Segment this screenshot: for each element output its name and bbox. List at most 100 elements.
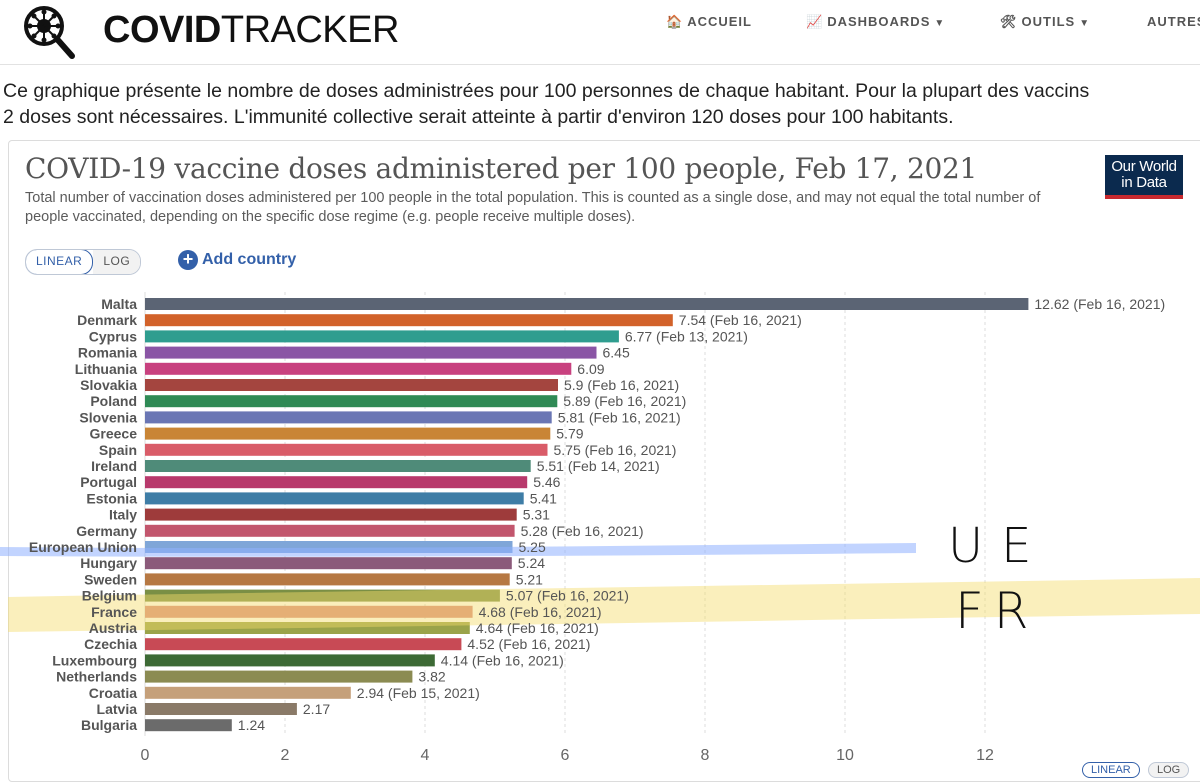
- value-label: 6.45: [603, 345, 630, 361]
- value-label: 7.54 (Feb 16, 2021): [679, 312, 802, 328]
- bar[interactable]: [145, 524, 515, 537]
- value-label: 6.77 (Feb 13, 2021): [625, 328, 748, 344]
- bar[interactable]: [145, 622, 470, 634]
- bar[interactable]: [145, 298, 1029, 310]
- category-label: Croatia: [89, 685, 137, 701]
- intro-line-2: 2 doses sont nécessaires. L'immunité col…: [3, 106, 954, 128]
- category-label: Poland: [90, 393, 137, 409]
- fr-annotation: FR: [955, 582, 1039, 640]
- log-toggle-button[interactable]: LOG: [93, 250, 141, 274]
- bar[interactable]: [145, 395, 558, 408]
- bar[interactable]: [145, 670, 413, 683]
- brand-bold: COVID: [103, 9, 221, 51]
- brand-light: TRACKER: [220, 9, 400, 51]
- bar[interactable]: [145, 411, 552, 424]
- category-label: Ireland: [91, 458, 137, 474]
- plus-icon: +: [178, 250, 198, 270]
- bar[interactable]: [145, 379, 558, 391]
- value-label: 5.9 (Feb 16, 2021): [564, 377, 679, 393]
- value-label: 4.68 (Feb 16, 2021): [479, 604, 602, 620]
- nav-accueil[interactable]: 🏠 ACCUEIL: [666, 14, 752, 30]
- category-label: Malta: [101, 296, 137, 312]
- bar[interactable]: [145, 638, 462, 651]
- bar[interactable]: [145, 314, 673, 327]
- bar[interactable]: [145, 330, 619, 343]
- category-label: Romania: [78, 345, 137, 361]
- category-label: Belgium: [82, 588, 137, 604]
- category-label: Spain: [99, 442, 137, 458]
- caret-down-icon: ▼: [934, 18, 946, 29]
- top-navbar: COVIDTRACKER 🏠 ACCUEIL 📈 DASHBOARDS ▼ 🛠 OUTI…: [0, 0, 1200, 65]
- bar[interactable]: [145, 686, 351, 699]
- brand-title[interactable]: COVIDTRACKER: [103, 8, 399, 52]
- category-label: Austria: [89, 620, 137, 636]
- nav-dashboards[interactable]: 📈 DASHBOARDS ▼: [806, 14, 945, 30]
- bar[interactable]: [145, 460, 531, 472]
- category-label: Portugal: [80, 474, 137, 490]
- value-label: 5.24: [518, 555, 545, 571]
- bar[interactable]: [145, 362, 572, 375]
- bottom-linear-toggle[interactable]: LINEAR: [1082, 762, 1140, 778]
- bar[interactable]: [145, 703, 297, 715]
- nav-outils-label: OUTILS: [1021, 14, 1076, 29]
- virus-magnifier-icon[interactable]: [20, 0, 84, 64]
- bar[interactable]: [145, 589, 500, 602]
- value-label: 5.75 (Feb 16, 2021): [554, 442, 677, 458]
- category-label: Denmark: [77, 312, 137, 328]
- scale-toggle: LINEAR LOG: [25, 249, 142, 275]
- owid-logo[interactable]: Our World in Data: [1105, 155, 1183, 199]
- chart-icon: 📈: [806, 14, 824, 29]
- category-label: Bulgaria: [81, 717, 137, 733]
- bar[interactable]: [145, 573, 510, 586]
- value-label: 6.09: [577, 361, 604, 377]
- bar[interactable]: [145, 427, 551, 440]
- category-label: European Union: [29, 539, 137, 555]
- category-label: Netherlands: [56, 669, 137, 685]
- value-label: 4.64 (Feb 16, 2021): [476, 620, 599, 636]
- bar[interactable]: [145, 492, 524, 505]
- category-label: Sweden: [84, 571, 137, 587]
- add-country-button[interactable]: + Add country: [178, 250, 296, 270]
- owid-logo-line-1: Our World: [1111, 158, 1177, 175]
- value-label: 2.17: [303, 701, 330, 717]
- category-label: Lithuania: [75, 361, 137, 377]
- add-country-label: Add country: [202, 251, 297, 268]
- bar[interactable]: [145, 443, 548, 456]
- value-label: 1.24: [238, 717, 265, 733]
- intro-line-1: Ce graphique présente le nombre de doses…: [3, 80, 1090, 102]
- bar[interactable]: [145, 476, 528, 489]
- value-label: 5.31: [523, 507, 550, 523]
- bar[interactable]: [145, 719, 232, 732]
- value-label: 5.25: [519, 539, 546, 555]
- value-label: 5.28 (Feb 16, 2021): [521, 523, 644, 539]
- nav-autres[interactable]: AUTRES: [1147, 14, 1200, 29]
- tools-icon: 🛠: [1000, 14, 1018, 29]
- chart-title: COVID-19 vaccine doses administered per …: [25, 152, 978, 185]
- nav-outils[interactable]: 🛠 OUTILS ▼: [1000, 14, 1090, 30]
- bar[interactable]: [145, 605, 473, 618]
- value-label: 3.82: [418, 669, 445, 685]
- value-label: 5.81 (Feb 16, 2021): [558, 409, 681, 425]
- nav-autres-label: AUTRES: [1147, 14, 1200, 29]
- category-label: Slovenia: [79, 409, 137, 425]
- value-label: 5.89 (Feb 16, 2021): [563, 393, 686, 409]
- value-label: 5.79: [556, 426, 583, 442]
- bar[interactable]: [145, 654, 435, 667]
- linear-toggle-button[interactable]: LINEAR: [26, 250, 94, 274]
- home-icon: 🏠: [666, 14, 684, 29]
- category-label: Italy: [109, 507, 137, 523]
- bar[interactable]: [145, 346, 597, 359]
- nav-accueil-label: ACCUEIL: [687, 14, 752, 29]
- category-label: Estonia: [86, 490, 137, 506]
- bar[interactable]: [145, 557, 512, 570]
- eu-highlight-stroke: [0, 543, 916, 557]
- value-label: 5.41: [530, 490, 557, 506]
- category-label: Czechia: [84, 636, 137, 652]
- nav-dashboards-label: DASHBOARDS: [827, 14, 931, 29]
- owid-logo-line-2: in Data: [1121, 174, 1167, 191]
- bottom-log-toggle[interactable]: LOG: [1148, 762, 1190, 778]
- caret-down-icon: ▼: [1079, 18, 1091, 29]
- bar[interactable]: [145, 508, 517, 521]
- category-label: Slovakia: [80, 377, 137, 393]
